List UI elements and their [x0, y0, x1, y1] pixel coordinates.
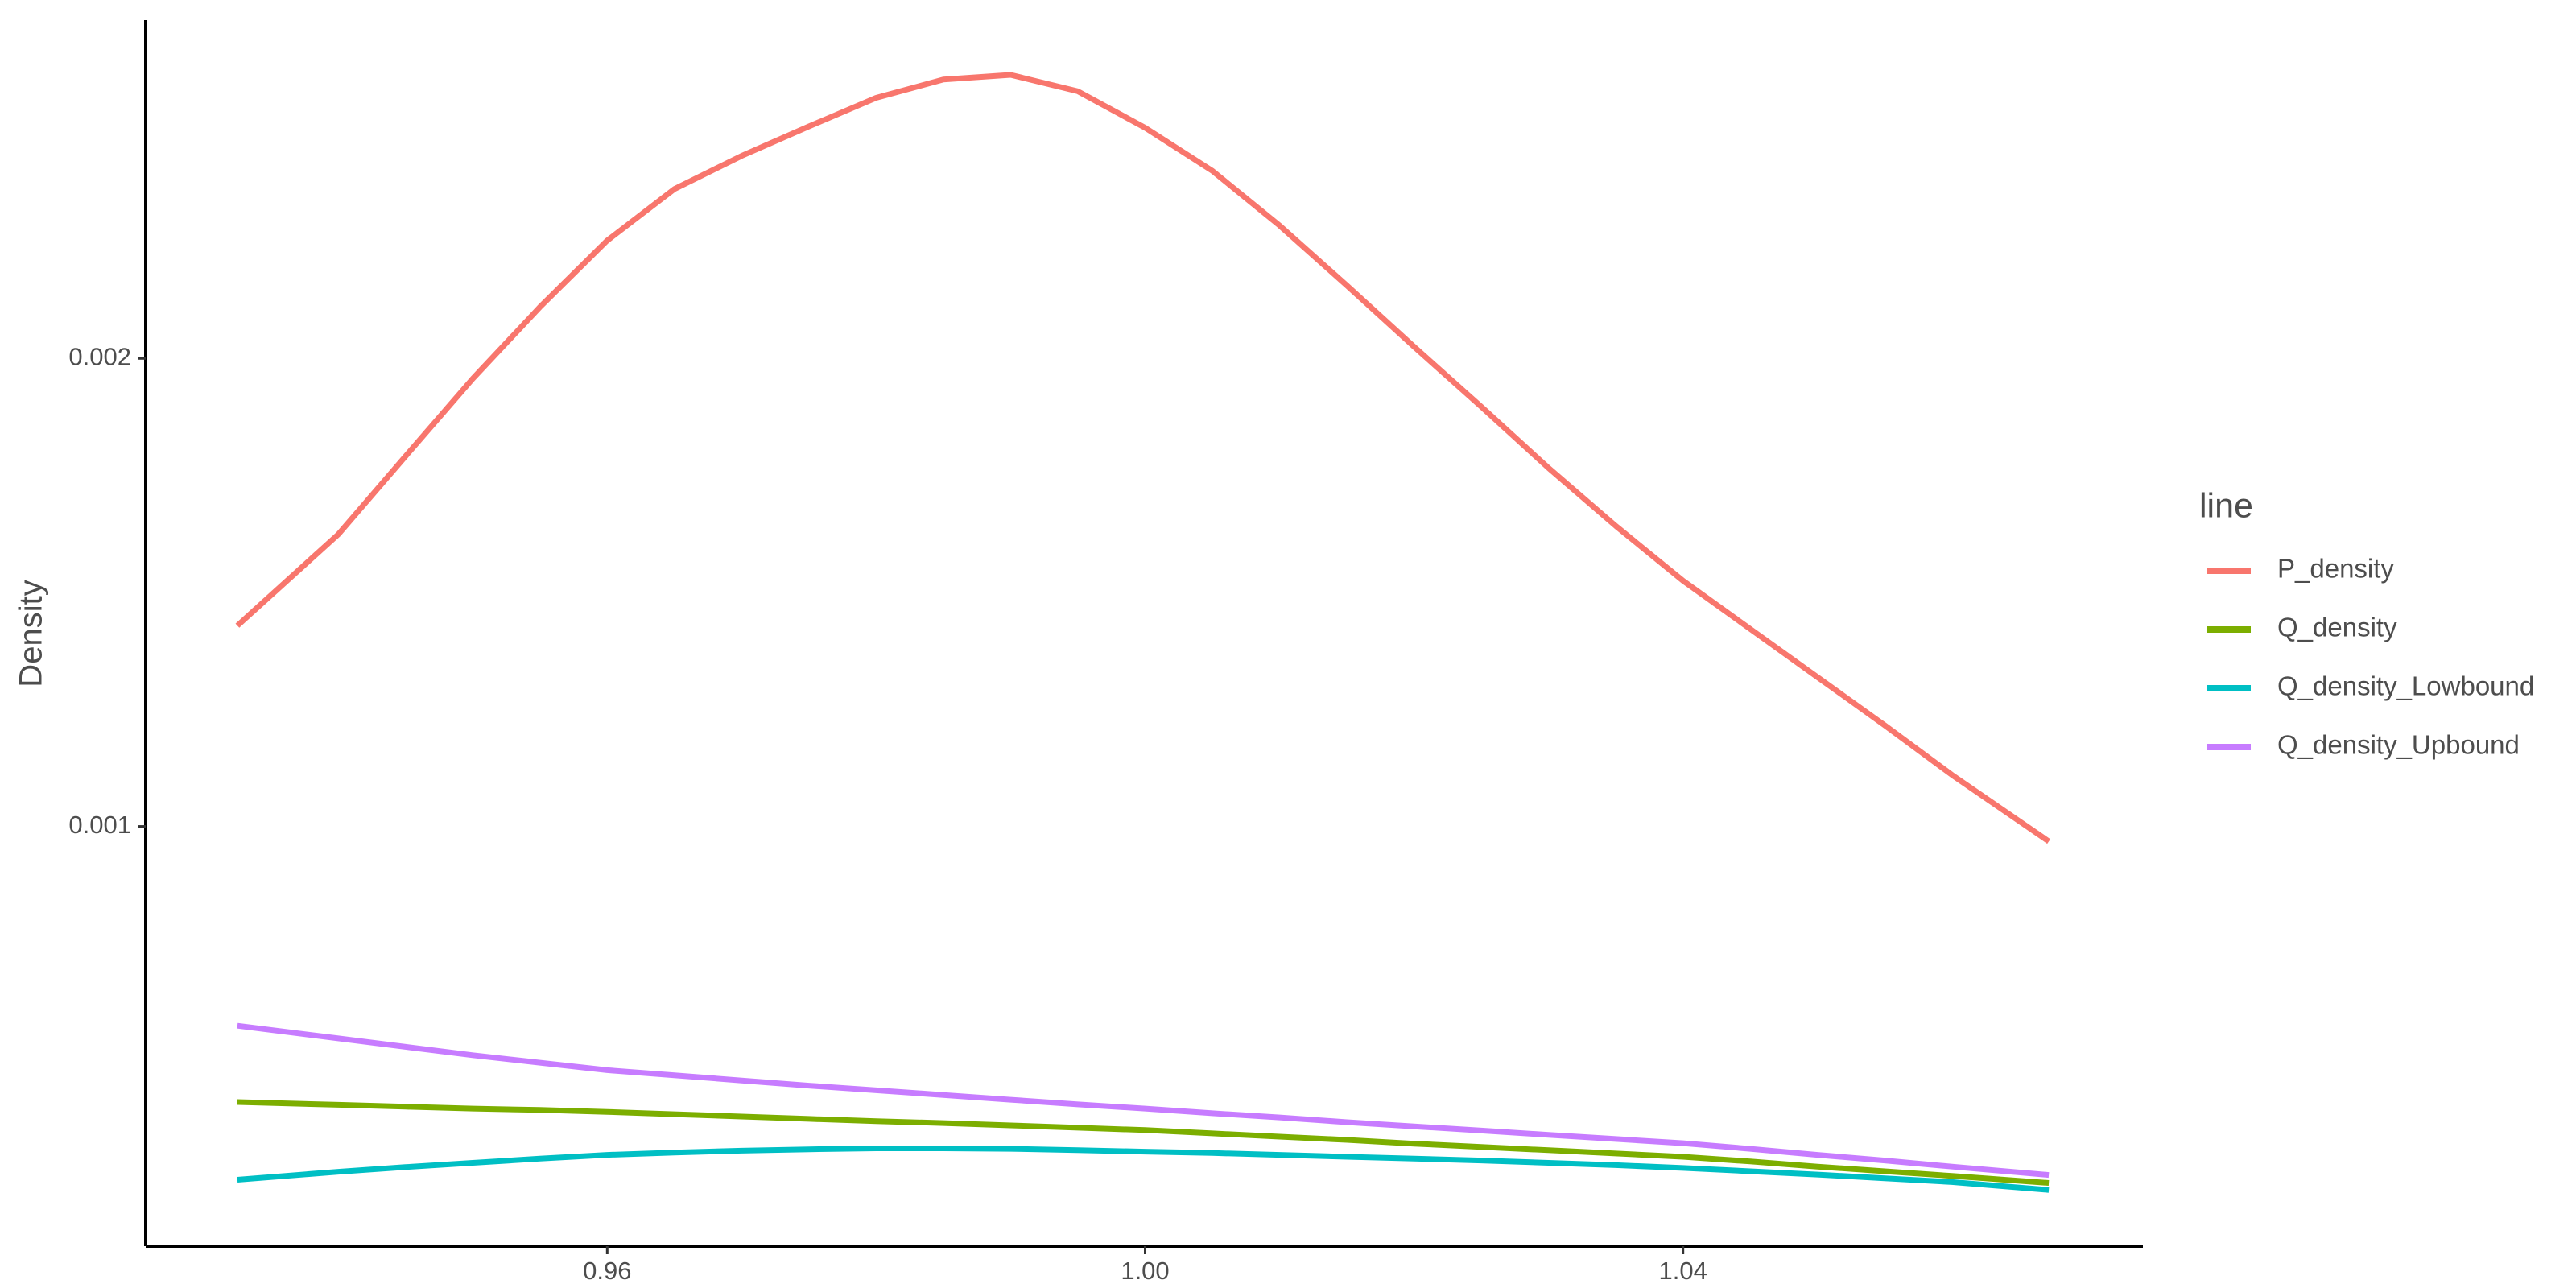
legend-label: Q_density	[2277, 613, 2397, 642]
series-line	[235, 72, 2051, 844]
series-line	[237, 1022, 2050, 1179]
legend-label: Q_density_Lowbound	[2277, 671, 2534, 701]
y-axis-label: Density	[14, 580, 49, 687]
y-tick-label: 0.001	[68, 811, 131, 839]
legend-label: Q_density_Upbound	[2277, 730, 2520, 760]
x-tick-label: 0.96	[583, 1257, 631, 1285]
series-line	[237, 1099, 2050, 1186]
y-tick-label: 0.002	[68, 342, 131, 370]
x-tick-label: 1.04	[1659, 1257, 1707, 1285]
series-line	[237, 1146, 2050, 1193]
legend-title: line	[2199, 486, 2253, 525]
legend-label: P_density	[2277, 554, 2394, 584]
x-tick-label: 1.00	[1121, 1257, 1169, 1285]
